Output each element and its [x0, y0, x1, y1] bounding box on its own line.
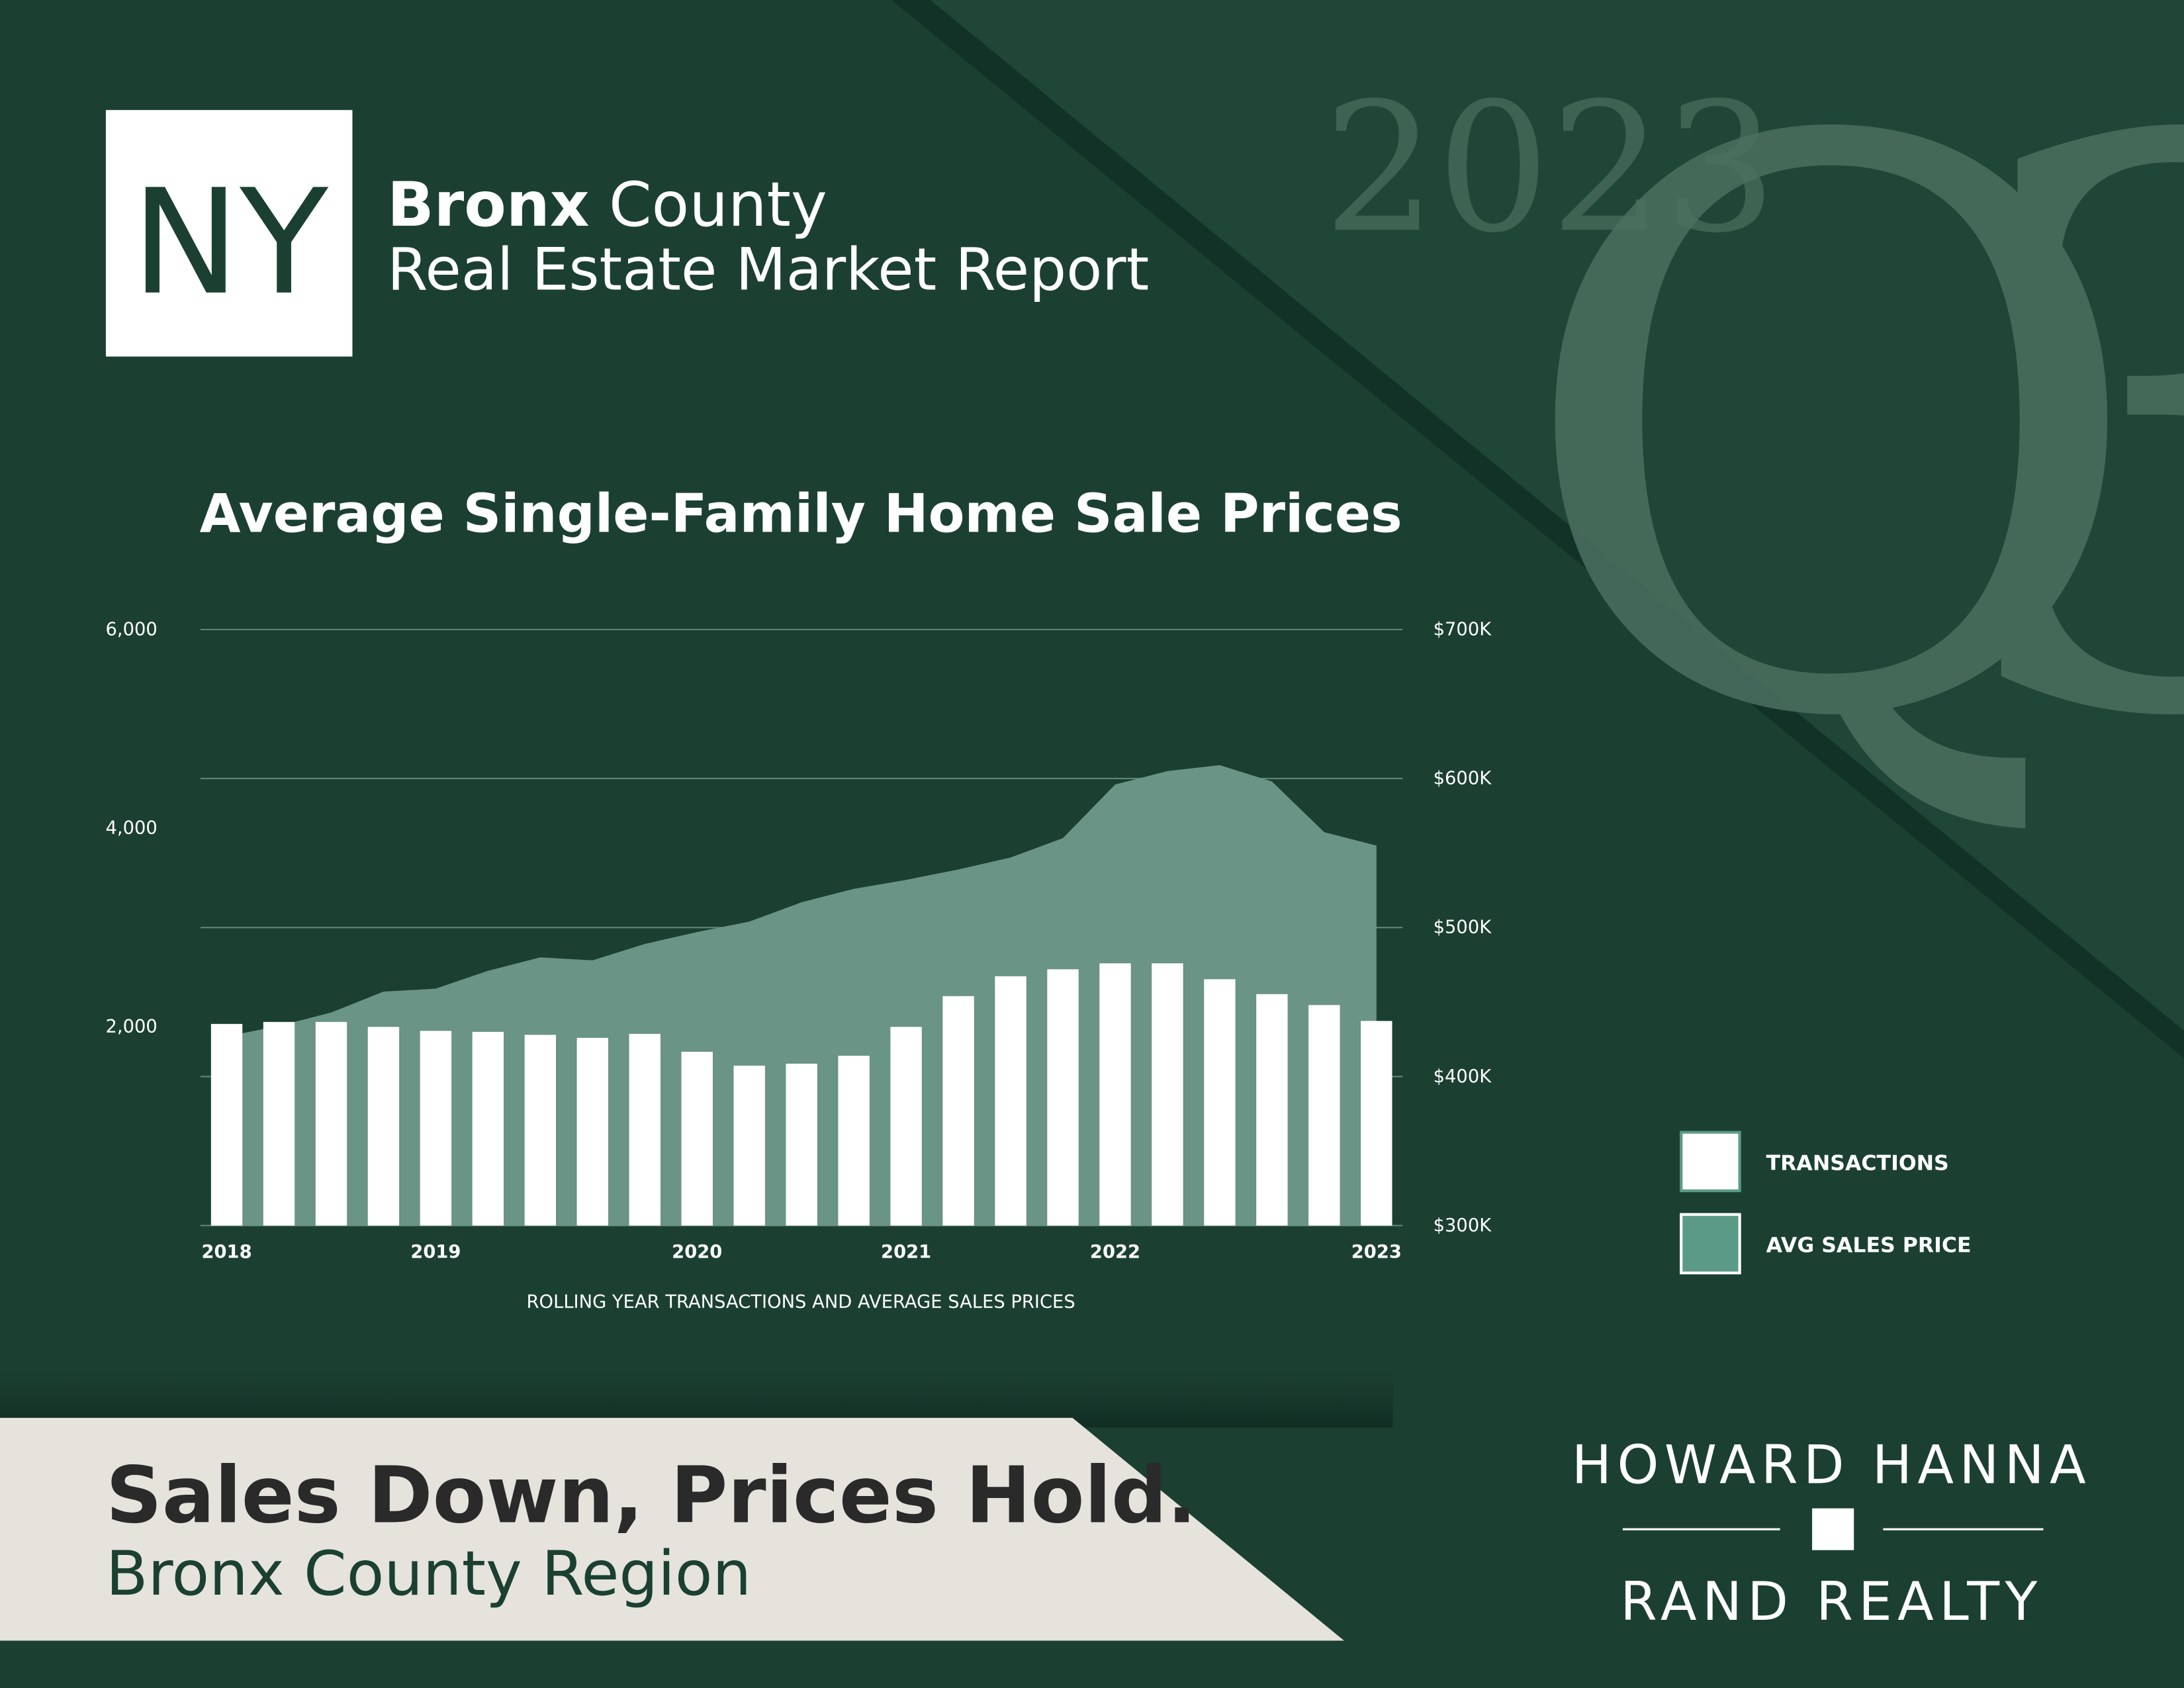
bar	[1308, 1005, 1340, 1226]
bar	[420, 1031, 452, 1226]
y2-tick-label: $400K	[1433, 1066, 1492, 1087]
bar	[1047, 969, 1079, 1226]
legend-swatch	[1680, 1213, 1741, 1275]
year: 2023	[1323, 64, 1777, 272]
bar	[315, 1021, 347, 1226]
y2-tick-label: $500K	[1433, 917, 1492, 938]
bar	[786, 1063, 817, 1226]
brand-square	[1812, 1508, 1854, 1550]
headline: Sales Down, Prices Hold.	[106, 1450, 1197, 1541]
bar	[1152, 963, 1183, 1226]
bar	[1361, 1021, 1392, 1226]
chart: $300K $400K $500K $600K $700K 2,000 4,000 6,000…	[106, 619, 1492, 1262]
report-subtitle: Real Estate Market Report	[387, 236, 1149, 304]
bar	[629, 1033, 660, 1226]
bar	[263, 1021, 295, 1226]
bar	[576, 1037, 609, 1226]
legend-swatch	[1680, 1131, 1741, 1192]
x-tick-label: 2019	[410, 1242, 461, 1262]
y2-tick-label: $700K	[1433, 619, 1492, 639]
y2-tick-label: $600K	[1433, 769, 1492, 789]
y-tick-label: 6,000	[106, 619, 158, 639]
county-bold: Bronx	[387, 169, 589, 240]
brand-line1: HOWARD HANNA	[1572, 1434, 2091, 1496]
county-rest: County	[609, 169, 827, 240]
brand-line2: RAND REALTY	[1620, 1571, 2042, 1632]
bar	[733, 1065, 765, 1226]
bar	[838, 1055, 870, 1226]
chart-caption: ROLLING YEAR TRANSACTIONS AND AVERAGE SA…	[527, 1292, 1075, 1313]
x-tick-label: 2023	[1351, 1242, 1402, 1262]
legend-label: AVG SALES PRICE	[1766, 1233, 1972, 1257]
x-tick-label: 2022	[1090, 1242, 1140, 1262]
bar	[890, 1027, 922, 1226]
logo-box	[105, 110, 353, 357]
bar	[995, 976, 1026, 1226]
bar	[681, 1051, 713, 1226]
y2-tick-label: $300K	[1433, 1215, 1492, 1236]
price-area	[226, 765, 1377, 1226]
state: NY	[132, 158, 330, 327]
bar	[1256, 994, 1288, 1226]
legend-label: TRANSACTIONS	[1766, 1151, 1949, 1175]
county-title: Bronx County	[387, 169, 827, 240]
bar	[210, 1023, 243, 1226]
region: Bronx County Region	[106, 1538, 751, 1609]
chart-title: Average Single-Family Home Sale Prices	[200, 483, 1402, 545]
bar	[472, 1031, 504, 1226]
y-tick-label: 4,000	[106, 818, 158, 839]
bar	[942, 996, 974, 1226]
diagonal-panel	[930, 0, 2184, 1031]
x-tick-label: 2021	[881, 1242, 931, 1262]
y-tick-label: 2,000	[106, 1017, 158, 1037]
quarter: Q3	[1511, 0, 2184, 887]
bar	[1099, 963, 1131, 1226]
bar	[524, 1035, 557, 1226]
x-tick-label: 2018	[201, 1242, 251, 1262]
banner	[0, 1417, 1344, 1641]
bar	[367, 1027, 400, 1226]
bar	[1204, 979, 1236, 1226]
x-tick-label: 2020	[672, 1242, 722, 1262]
